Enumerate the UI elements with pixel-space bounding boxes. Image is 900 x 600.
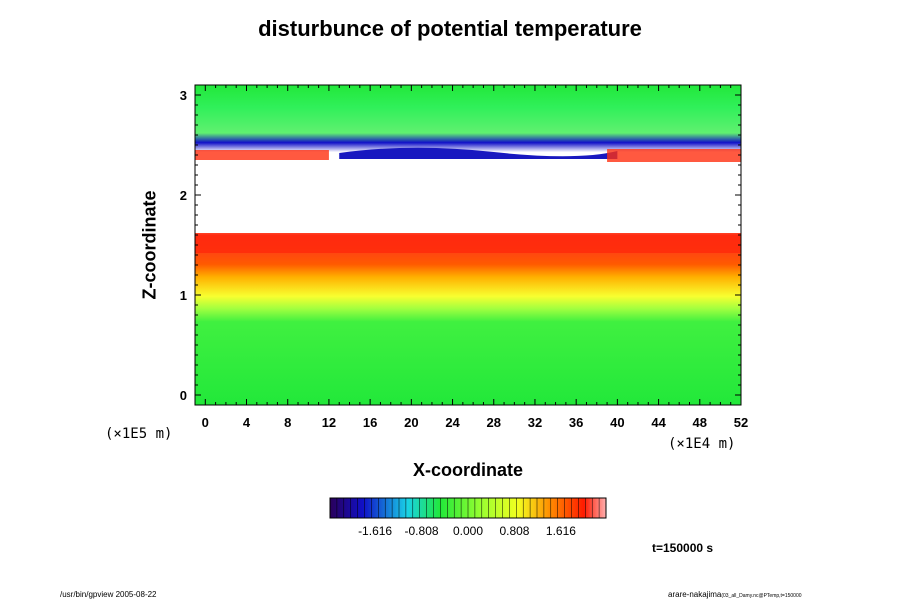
x-axis-label: X-coordinate	[412, 460, 523, 480]
x-tick-label: 8	[284, 415, 291, 430]
colorbar: -1.616 -0.808 0.000 0.808 1.616	[329, 497, 607, 538]
x-tick-label: 0	[202, 415, 209, 430]
x-scale-label: (×1E4 m)	[668, 436, 736, 452]
colorbar-tick-label: -1.616	[358, 524, 392, 538]
x-tick-label: 44	[651, 415, 666, 430]
footer-right: arare-nakajima(03_all_Damy.nc@PTemp,t=15…	[668, 590, 802, 599]
plot-area	[195, 85, 741, 405]
y-axis-label: Z-coordinate	[139, 190, 160, 300]
x-tick-label: 16	[363, 415, 377, 430]
x-tick-label: 20	[404, 415, 418, 430]
band-negative	[339, 147, 618, 159]
band-undefined-lower	[195, 202, 741, 233]
y-tick-label: 1	[180, 288, 187, 303]
y-scale-label: (×1E5 m)	[105, 426, 173, 442]
band-undefined-patch	[339, 160, 577, 168]
x-tick-label: 4	[243, 415, 251, 430]
x-tick-label: 52	[734, 415, 748, 430]
time-label: t=150000 s	[652, 541, 714, 555]
footer-right-main: arare-nakajima	[668, 590, 722, 599]
x-tick-label: 12	[322, 415, 336, 430]
footer-right-small: (03_all_Damy.nc@PTemp,t=150000	[721, 593, 802, 599]
y-tick-label: 3	[180, 88, 187, 103]
colorbar-tick-label: 0.808	[499, 524, 529, 538]
x-tick-label: 32	[528, 415, 542, 430]
footer-left: /usr/bin/gpview 2005-08-22	[60, 590, 157, 599]
colorbar-tick-label: 0.000	[453, 524, 483, 538]
x-tick-label: 40	[610, 415, 624, 430]
band-positive-right	[607, 149, 741, 162]
colorbar-tick-label: 1.616	[546, 524, 576, 538]
colorbar-tick-label: -0.808	[405, 524, 439, 538]
y-tick-label: 0	[180, 388, 187, 403]
band-positive	[195, 232, 741, 253]
chart-title: disturbunce of potential temperature	[258, 16, 642, 41]
x-tick-label: 48	[693, 415, 707, 430]
band-positive-left	[195, 150, 329, 160]
x-tick-label: 28	[487, 415, 501, 430]
x-tick-label: 36	[569, 415, 583, 430]
x-tick-label: 24	[445, 415, 460, 430]
y-tick-label: 2	[180, 188, 187, 203]
